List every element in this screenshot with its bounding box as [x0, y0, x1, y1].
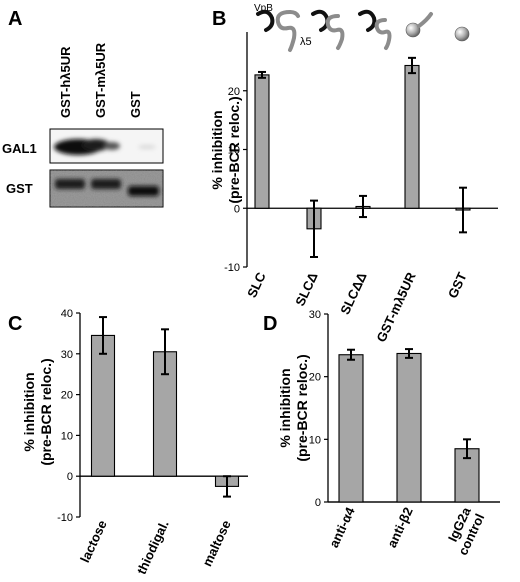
y-tick-label: 0 — [315, 497, 321, 509]
panel-label-c: C — [8, 313, 22, 335]
y-axis-label: % inhibition(pre-BCR reloc.) — [209, 96, 242, 203]
category-label-line: GST — [445, 270, 470, 301]
category-label: SLCΔ — [292, 270, 321, 308]
vpb-label: VpB — [254, 3, 273, 14]
gst-bead-lambda5ur-icon — [405, 12, 433, 38]
bar — [338, 354, 364, 503]
gst-bead-icon — [454, 26, 470, 42]
y-tick-label: 30 — [309, 309, 321, 321]
y-tick-label: 10 — [61, 430, 73, 442]
blot-lane-label-2: GST-mλ5UR — [93, 42, 108, 118]
y-tick-label: 10 — [309, 434, 321, 446]
bar — [404, 64, 420, 209]
blot-row-label-gal1: GAL1 — [2, 141, 37, 156]
category-label: GST-mλ5UR — [373, 269, 419, 344]
y-tick-label: 20 — [309, 372, 321, 384]
lambda5-construct-icons: VpB λ5 — [254, 3, 470, 52]
category-label-line: anti-β2 — [384, 505, 416, 550]
y-tick-label: 20 — [61, 390, 73, 402]
category-label: SLC — [244, 269, 269, 299]
category-label-line: GST-mλ5UR — [373, 269, 419, 344]
category-label-line: SLCΔΔ — [337, 270, 369, 317]
y-tick-label: 40 — [61, 308, 73, 320]
y-axis-label: % inhibition(pre-BCR reloc.) — [21, 358, 54, 465]
category-label: anti-β2 — [384, 505, 416, 550]
y-tick-label: 20 — [228, 86, 240, 98]
category-label: IgG2acontrol — [442, 504, 488, 557]
y-tick-label: 0 — [67, 471, 73, 483]
y-axis-label-line: (pre-BCR reloc.) — [38, 358, 54, 465]
y-axis-label-line: % inhibition — [21, 372, 37, 451]
blot-lane-label-1: GST-hλ5UR — [58, 46, 73, 118]
y-axis-label-line: (pre-BCR reloc.) — [226, 96, 242, 203]
category-label: SLCΔΔ — [337, 270, 369, 317]
panel-label-b: B — [212, 8, 226, 30]
truncated-lambda5-icon — [358, 9, 392, 50]
y-axis-label: % inhibition(pre-BCR reloc.) — [277, 354, 310, 461]
category-label-line: maltose — [199, 518, 233, 569]
y-tick-label: 30 — [61, 349, 73, 361]
y-tick-label: -10 — [224, 262, 240, 274]
lambda5-label: λ5 — [300, 36, 312, 48]
western-blot-panel: GST-hλ5UR GST-mλ5UR GST GAL1 GST — [2, 42, 164, 208]
chart-b: -10 0 10 20% inhibition(pre-BCR reloc.) SLC S… — [209, 32, 498, 344]
blot-lane-label-3: GST — [128, 91, 143, 118]
panel-label-d: D — [263, 313, 277, 335]
chart-d: 0 10 20 30 % inhibition(pre-BCR reloc.) anti-… — [277, 309, 500, 558]
bar — [90, 334, 116, 477]
y-axis-label-line: % inhibition — [209, 110, 225, 189]
bar — [254, 74, 270, 209]
category-label: maltose — [199, 518, 233, 569]
y-axis-label-line: % inhibition — [277, 368, 293, 447]
blot-bands-gal1 — [54, 139, 156, 155]
blot-bands-gst — [55, 179, 159, 196]
category-label-line: SLC — [244, 269, 269, 299]
y-tick-label: 0 — [234, 203, 240, 215]
category-label-line: lactose — [77, 518, 110, 565]
y-axis-label-line: (pre-BCR reloc.) — [294, 354, 310, 461]
blot-row-label-gst: GST — [6, 181, 33, 196]
category-label: lactose — [77, 518, 110, 565]
category-label-line: anti-α4 — [326, 504, 358, 550]
lambda5-only-icon — [311, 9, 345, 50]
y-tick-label: 10 — [228, 145, 240, 157]
chart-c: -10 0 10 20 30 40 % inhibition(pre-BCR reloc.)… — [21, 308, 248, 577]
vpb-lambda5-complex-icon — [256, 9, 300, 52]
panel-label-a: A — [8, 8, 22, 30]
category-label: anti-α4 — [326, 504, 358, 550]
y-tick-label: -10 — [57, 512, 73, 524]
category-label: GST — [445, 270, 470, 301]
bar — [396, 352, 422, 503]
category-label-line: SLCΔ — [292, 270, 321, 308]
category-label: thiodigal. — [134, 518, 172, 577]
category-label-line: thiodigal. — [134, 518, 172, 577]
